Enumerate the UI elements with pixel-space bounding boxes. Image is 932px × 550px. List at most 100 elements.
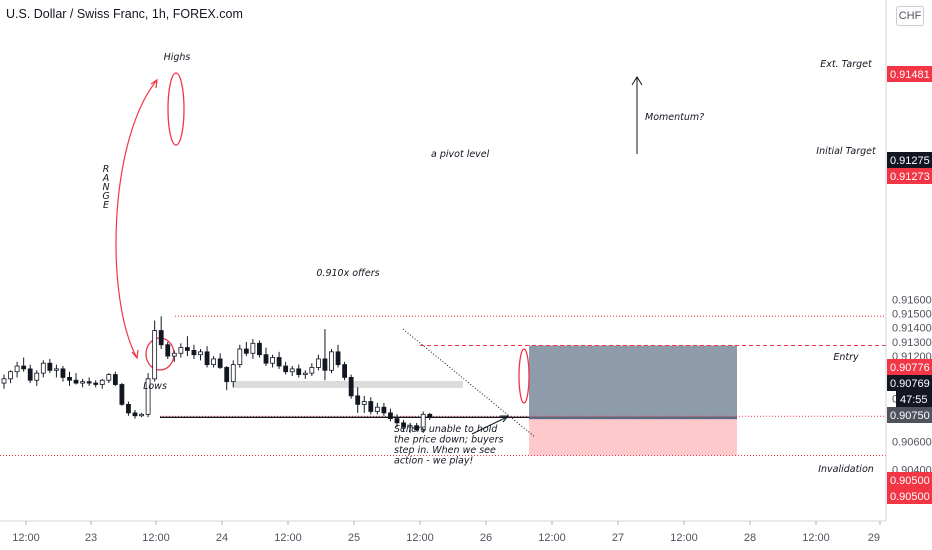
candle-body [152,330,158,380]
y-tick-label: 0.91500 [892,309,932,321]
range-letter: G [102,191,109,202]
price-tag-bg [887,359,932,375]
sellers-arrow [471,416,508,435]
candle-body [414,425,420,431]
price-tag-bg [887,152,932,168]
countdown-bg [896,391,932,407]
level-label: Ext. Target [820,59,873,70]
range-letter: E [103,200,109,211]
candle-body [67,376,72,381]
price-tag-bg [887,375,932,391]
x-tick-label: 29 [868,532,880,544]
entry-band [529,416,737,420]
range-arc-head-down [131,349,139,360]
candle-body [93,382,99,385]
candle-body [250,342,256,354]
candle-body [335,351,341,366]
candle-body [165,344,171,357]
candle-body [276,357,282,367]
candle-body [73,379,79,384]
candle-body [309,367,315,374]
candle-body [21,365,27,370]
level-label: Invalidation [818,464,874,475]
currency-button[interactable]: CHF [896,6,924,26]
candle-body [263,354,269,364]
candle-body [243,348,249,354]
candle-body [204,351,210,366]
level-label: Initial Target [816,146,877,157]
candle-body [178,347,184,354]
x-tick-label: 12:00 [538,532,566,544]
offers-label: 0.910x offers [316,268,379,279]
price-tag-label: 0.91273 [890,171,930,183]
sellers-note-line: action - we play! [394,456,473,467]
price-tag-bg [887,472,932,488]
candle-body [112,374,118,385]
price-tag-bg [887,407,932,423]
candle-body [40,362,46,374]
chart-title: U.S. Dollar / Swiss Franc, 1h, FOREX.com [6,7,243,21]
candle-body [388,412,393,419]
candle-body [211,358,217,366]
range-letter: A [102,173,110,184]
candle-body [132,412,138,417]
candle-body [119,384,125,405]
candle-body [257,342,262,356]
x-tick-label: 28 [744,532,756,544]
candle-body [86,381,92,384]
price-tag-label: 0.90776 [890,362,930,374]
candle-body [158,330,164,346]
y-tick-label: 0.91300 [892,337,932,349]
candle-body [217,358,223,368]
candle-body [80,381,85,384]
candle-body [1,378,7,384]
level-lines [0,315,886,456]
candle-body [191,350,197,356]
candle-body [329,351,334,371]
pivot-label: a pivot level [431,149,490,160]
x-tick-label: 27 [612,532,624,544]
sellers-arrow-head [500,415,510,423]
x-tick-label: 12:00 [670,532,698,544]
price-tag-label: 0.90769 [890,378,930,390]
candle-body [47,362,53,371]
sellers-note-line: step in. When we see [394,445,496,456]
price-tag-bg [887,488,932,504]
candle-body [171,352,177,357]
x-tick-label: 12:00 [12,532,40,544]
candle-body [368,401,374,412]
candle-body [355,395,361,405]
x-tick-label: 12:00 [274,532,302,544]
price-tag-bg [887,168,932,184]
candle-body [237,348,243,366]
candle-body [401,422,406,428]
x-tick-label: 25 [348,532,360,544]
candle-body [60,368,66,378]
y-tick-label: 0.91400 [892,323,932,335]
price-tag-label: 0.90750 [890,410,930,422]
momentum-arrow-head [631,76,643,86]
candles [1,316,433,433]
candle-body [342,364,348,378]
entry-ellipse [518,348,530,404]
position-zones [233,345,737,456]
candle-body [315,358,321,368]
candle-body [302,372,308,375]
price-tag-label: 0.91275 [890,155,930,167]
y-tick-label: 0.90600 [892,436,932,448]
candle-body [54,368,59,371]
candle-body [283,365,289,373]
highs-label: Highs [164,52,191,63]
candle-body [427,413,433,418]
sellers-note-line: Sellers unable to hold [394,424,498,435]
range-letter: R [103,164,110,175]
x-tick-label: 24 [216,532,228,544]
annotations: Highs Lows a pivot level 0.910x offers Momen… [102,52,877,475]
candle-body [198,351,203,356]
price-tag-label: 0.90500 [890,475,930,487]
price-tag-label: 0.90500 [890,491,930,503]
momentum-label: Momentum? [645,112,704,123]
candle-body [106,374,112,381]
candle-body [27,368,33,381]
